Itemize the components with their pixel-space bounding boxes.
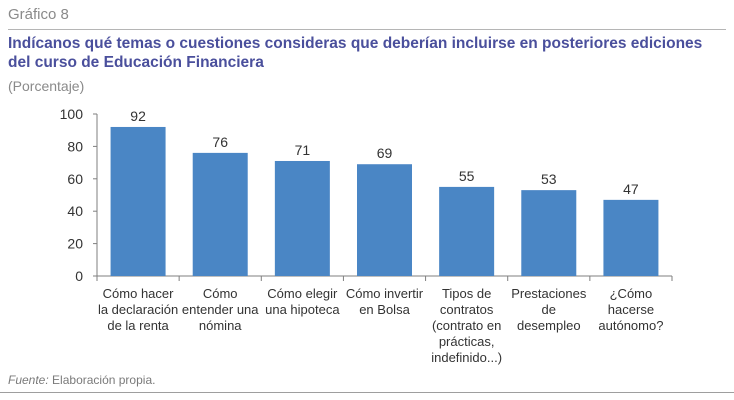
x-tick-label-line: autónomo?	[598, 318, 663, 333]
x-tick-label-line: Cómo elegir	[267, 286, 338, 301]
bar	[439, 186, 495, 276]
x-tick-label: Prestaciones de desempleo	[511, 286, 587, 333]
x-tick-label-line: prácticas,	[439, 334, 495, 349]
x-tick-label-line: (contrato en	[432, 318, 501, 333]
data-label: 53	[541, 171, 557, 187]
bar	[357, 164, 412, 276]
x-tick-label-line: desempleo	[517, 318, 581, 333]
x-tick-label-line: Cómo	[203, 286, 238, 301]
x-tick-label-line: una hipoteca	[265, 302, 340, 317]
source-note: Fuente: Elaboración propia.	[8, 373, 155, 387]
bar	[603, 199, 659, 276]
x-tick-label: ¿Cómo hacerse autónomo?	[598, 286, 663, 333]
data-label: 69	[377, 145, 393, 161]
x-tick-label-line: Cómo hacer	[103, 286, 174, 301]
x-tick-label: Cómo invertir en Bolsa	[346, 286, 424, 317]
bar	[110, 126, 166, 277]
y-tick-label: 60	[67, 171, 83, 187]
x-tick-label-line: indefinido...)	[431, 350, 502, 365]
chart-bars	[110, 126, 659, 277]
data-label: 47	[623, 181, 639, 197]
x-tick-label: Tipos de contratos (contrato en prácticas, i…	[431, 286, 502, 365]
x-tick-label-line: de	[542, 302, 556, 317]
data-label: 76	[212, 134, 228, 150]
x-tick-label-line: entender una	[182, 302, 259, 317]
x-tick-label-line: la declaración	[98, 302, 178, 317]
source-text: Elaboración propia.	[52, 373, 156, 387]
top-rule	[8, 29, 726, 30]
x-tick-label-line: en Bolsa	[359, 302, 410, 317]
y-tick-label: 20	[67, 236, 83, 252]
x-tick-label: Cómo entender una nómina	[182, 286, 259, 333]
x-tick-label-line: Tipos de	[442, 286, 491, 301]
bar	[192, 152, 248, 276]
figure-label: Gráfico 8	[8, 6, 69, 23]
y-tick-label: 80	[67, 138, 83, 154]
x-tick-label: Cómo elegir una hipoteca	[265, 286, 340, 317]
source-label: Fuente:	[8, 373, 49, 387]
x-tick-label-line: ¿Cómo	[610, 286, 653, 301]
chart-subtitle: (Porcentaje)	[8, 78, 85, 94]
x-tick-label-line: Prestaciones	[511, 286, 587, 301]
bar	[521, 190, 577, 276]
y-tick-label: 40	[67, 203, 83, 219]
x-tick-label-line: de la renta	[107, 318, 169, 333]
bottom-rule	[0, 392, 734, 393]
chart-labels: 92 Cómo hacer la declaración de la renta 76 C…	[98, 108, 663, 365]
data-label: 55	[459, 168, 475, 184]
x-tick-label-line: contratos	[440, 302, 494, 317]
x-tick-label-line: Cómo invertir	[346, 286, 424, 301]
y-tick-label: 100	[60, 106, 84, 122]
x-tick-label-line: nómina	[199, 318, 242, 333]
y-tick-label: 0	[75, 268, 83, 284]
bar	[274, 160, 330, 276]
chart-title: Indícanos qué temas o cuestiones conside…	[8, 35, 703, 71]
data-label: 92	[130, 108, 146, 124]
x-tick-label-line: hacerse	[608, 302, 654, 317]
data-label: 71	[295, 142, 311, 158]
x-tick-label: Cómo hacer la declaración de la renta	[98, 286, 178, 333]
